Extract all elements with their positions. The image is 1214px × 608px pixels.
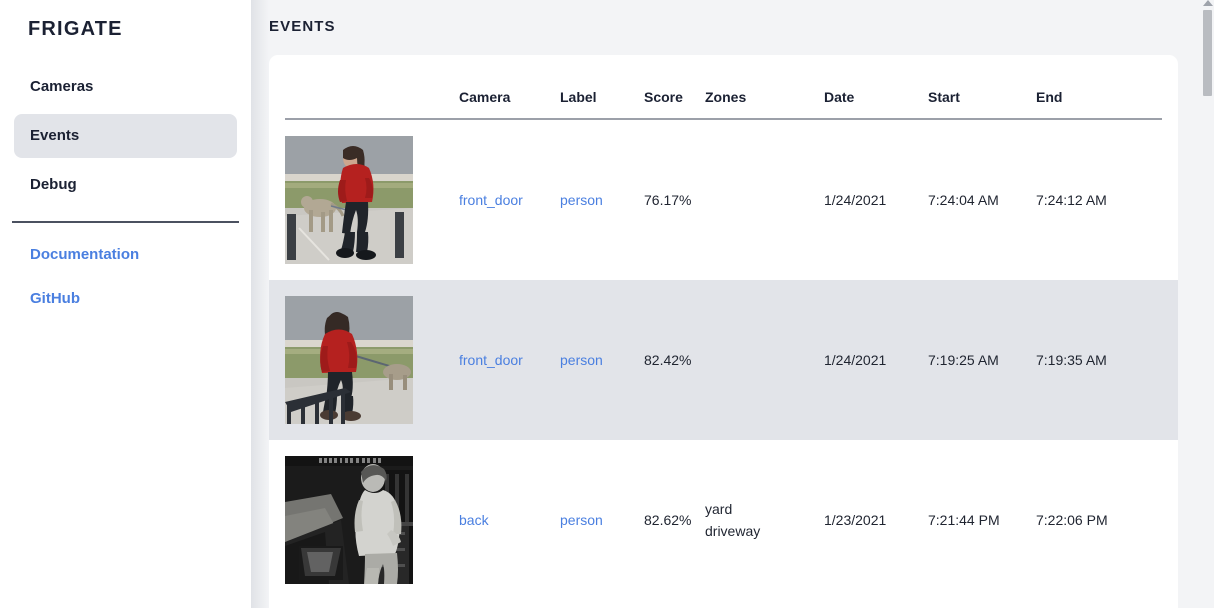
- cell-start: 7:24:04 AM: [928, 192, 999, 208]
- column-header-thumbnail: [285, 88, 459, 106]
- event-thumbnail-cell: [285, 456, 459, 584]
- event-thumbnail-cell: [285, 296, 459, 424]
- cell-zones: yard driveway: [705, 498, 824, 542]
- sidebar: FRIGATE Cameras Events Debug Documentati…: [0, 0, 269, 608]
- events-table: Camera Label Score Zones Date Start End: [269, 55, 1178, 600]
- cell-camera[interactable]: front_door: [459, 352, 523, 368]
- sidebar-item-debug[interactable]: Debug: [30, 176, 77, 193]
- cell-start: 7:21:44 PM: [928, 512, 1000, 528]
- cell-label[interactable]: person: [560, 352, 603, 368]
- vertical-scrollbar[interactable]: [1200, 0, 1214, 608]
- cell-date: 1/24/2021: [824, 352, 887, 368]
- sidebar-item-cameras[interactable]: Cameras: [30, 78, 94, 95]
- cell-date: 1/24/2021: [824, 192, 887, 208]
- sidebar-link-documentation[interactable]: Documentation: [30, 246, 140, 263]
- column-header-score: Score: [644, 89, 683, 105]
- column-header-zones: Zones: [705, 89, 747, 105]
- zone-tag-yard[interactable]: yard: [705, 501, 733, 517]
- brand-title: FRIGATE: [28, 18, 123, 40]
- cell-score: 76.17%: [644, 192, 692, 208]
- sidebar-link-github[interactable]: GitHub: [30, 290, 80, 307]
- events-card: Camera Label Score Zones Date Start End: [269, 55, 1178, 608]
- cell-start: 7:19:25 AM: [928, 352, 999, 368]
- cell-end: 7:19:35 AM: [1036, 352, 1107, 368]
- page-title: EVENTS: [269, 18, 336, 35]
- cell-score: 82.42%: [644, 352, 692, 368]
- event-thumbnail-person-night-vision[interactable]: [285, 456, 413, 584]
- column-header-start: Start: [928, 89, 960, 105]
- cell-label[interactable]: person: [560, 512, 603, 528]
- scroll-up-arrow-icon[interactable]: [1203, 0, 1213, 6]
- sidebar-item-events[interactable]: Events: [14, 114, 237, 158]
- column-header-date: Date: [824, 89, 855, 105]
- event-thumbnail-person-dog-back[interactable]: [285, 296, 413, 424]
- sidebar-divider: [12, 221, 239, 223]
- event-thumbnail-person-dog-day[interactable]: [285, 136, 413, 264]
- column-header-label: Label: [560, 89, 597, 105]
- sidebar-nav: Cameras Events Debug: [0, 65, 251, 207]
- cell-camera[interactable]: front_door: [459, 192, 523, 208]
- cell-label[interactable]: person: [560, 192, 603, 208]
- cell-end: 7:24:12 AM: [1036, 192, 1107, 208]
- main-content: EVENTS Camera Label Score Zones Date Sta…: [251, 0, 1214, 608]
- table-header-row: Camera Label Score Zones Date Start End: [269, 55, 1178, 120]
- column-header-camera: Camera: [459, 89, 511, 105]
- table-row[interactable]: front_door person 76.17% 1/24/2021 7:24:…: [269, 120, 1178, 280]
- sidebar-external-links: Documentation GitHub: [0, 223, 251, 321]
- vertical-scroll-thumb[interactable]: [1203, 10, 1212, 96]
- table-row[interactable]: back person 82.62% yard driveway 1/23/20…: [269, 440, 1178, 600]
- cell-score: 82.62%: [644, 512, 692, 528]
- cell-date: 1/23/2021: [824, 512, 887, 528]
- cell-end: 7:22:06 PM: [1036, 512, 1108, 528]
- event-thumbnail-cell: [285, 136, 459, 264]
- table-row[interactable]: front_door person 82.42% 1/24/2021 7:19:…: [269, 280, 1178, 440]
- cell-camera[interactable]: back: [459, 512, 489, 528]
- zone-tag-driveway[interactable]: driveway: [705, 523, 761, 539]
- column-header-end: End: [1036, 89, 1063, 105]
